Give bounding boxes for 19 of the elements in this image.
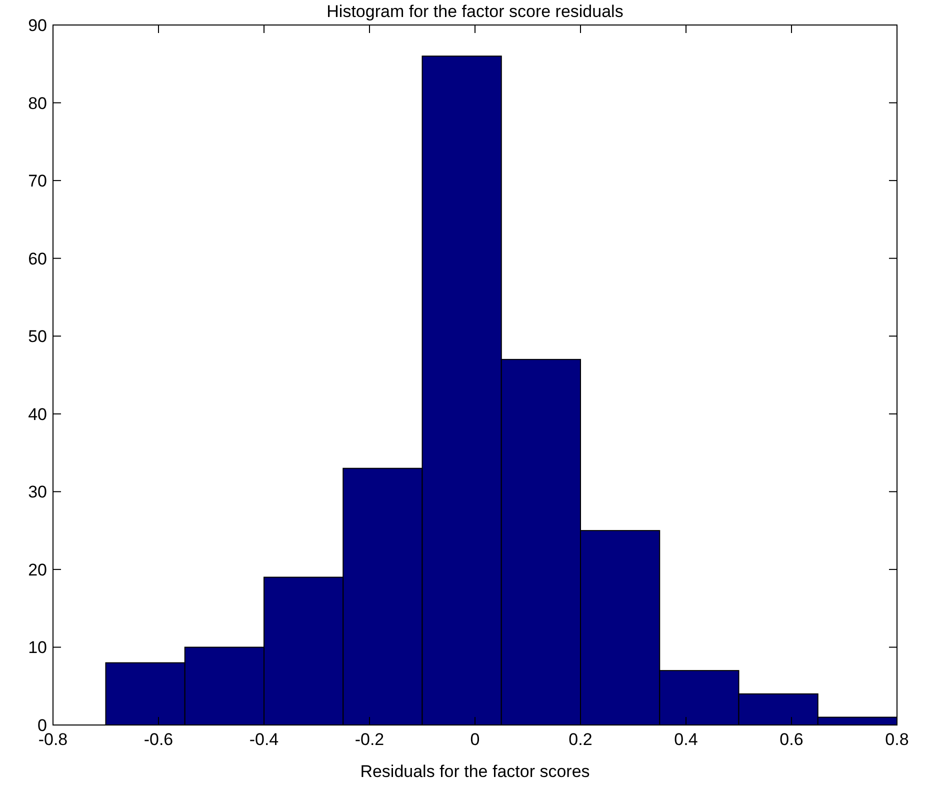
y-tick-label: 80 xyxy=(28,94,47,113)
x-axis-title: Residuals for the factor scores xyxy=(360,762,590,781)
x-tick-label: -0.2 xyxy=(354,730,384,749)
y-tick-label: 10 xyxy=(28,638,47,658)
y-tick-label: 20 xyxy=(28,560,47,580)
y-tick-label: 30 xyxy=(28,482,47,502)
x-tick-label: -0.4 xyxy=(249,730,279,749)
x-tick-label: 0.8 xyxy=(885,730,909,749)
y-tick-label: 50 xyxy=(28,327,47,346)
chart-title: Histogram for the factor score residuals xyxy=(326,2,624,21)
y-tick-label: 70 xyxy=(28,172,47,191)
x-tick-label: 0.4 xyxy=(674,730,698,749)
x-tick-label: -0.6 xyxy=(144,730,174,749)
y-tick-label: 90 xyxy=(28,16,47,35)
x-tick-label: 0 xyxy=(470,730,480,749)
y-tick-label: 60 xyxy=(28,249,47,268)
x-tick-label: 0.6 xyxy=(780,730,804,749)
y-tick-label: 40 xyxy=(28,404,47,424)
x-tick-label: 0.2 xyxy=(568,730,592,749)
